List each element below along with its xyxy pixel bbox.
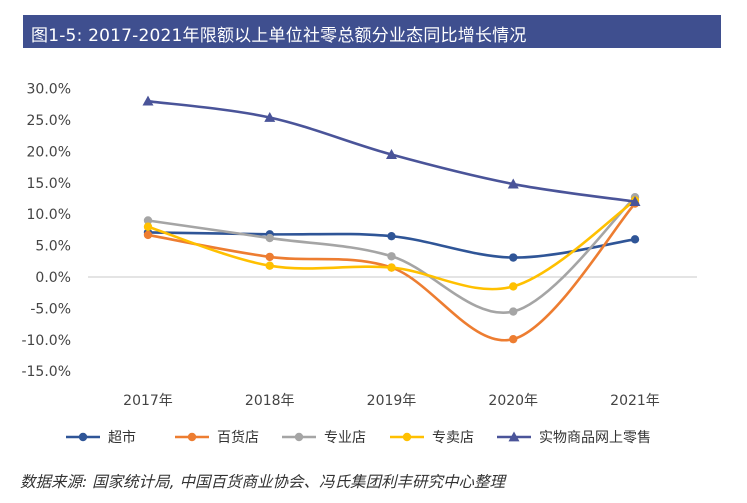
data-point: [143, 216, 153, 225]
legend-marker: [187, 432, 197, 442]
x-tick-label: 2017年: [123, 393, 173, 409]
x-tick-label: 2020年: [488, 393, 538, 409]
data-point: [386, 149, 397, 159]
y-tick-label: 15.0%: [27, 176, 71, 192]
x-tick-label: 2018年: [245, 393, 295, 409]
legend-marker: [294, 432, 304, 442]
data-point: [387, 263, 396, 272]
data-point: [265, 233, 274, 243]
data-point: [630, 235, 640, 244]
data-point: [507, 178, 519, 189]
legend-marker: [508, 431, 520, 442]
series-line-3: [146, 195, 637, 315]
y-tick-label: 5.0%: [35, 239, 71, 255]
data-point: [509, 253, 518, 262]
data-point: [264, 111, 276, 122]
legend-label: 实物商品网上零售: [539, 430, 651, 446]
data-point: [629, 196, 641, 207]
legend-label: 专卖店: [432, 430, 474, 446]
data-point: [387, 252, 396, 261]
legend-marker: [402, 432, 412, 442]
x-tick-label: 2019年: [367, 393, 417, 409]
chart-title: 图1-5: 2017-2021年限额以上单位社零总额分业态同比增长情况: [31, 26, 527, 46]
legend-label: 百货店: [217, 429, 259, 446]
y-tick-label: -10.0%: [21, 333, 71, 349]
data-point: [265, 252, 274, 262]
y-tick-label: -15.0%: [21, 364, 71, 380]
data-point: [509, 334, 518, 344]
legend-marker: [78, 432, 88, 442]
y-tick-label: 0.0%: [35, 270, 71, 286]
series-line-2: [146, 202, 637, 342]
data-point: [509, 282, 518, 291]
x-tick-label: 2021年: [610, 393, 660, 409]
y-tick-label: 10.0%: [27, 207, 71, 223]
legend-label: 专业店: [324, 430, 366, 446]
data-point: [143, 222, 153, 231]
data-source-note: 数据来源: 国家统计局, 中国百货商业协会、冯氏集团利丰研究中心整理: [20, 473, 506, 491]
data-point: [509, 307, 518, 316]
data-point: [142, 95, 154, 106]
series-line-4: [146, 199, 637, 291]
y-tick-label: 25.0%: [27, 113, 71, 129]
data-point: [387, 231, 396, 241]
legend-label: 超市: [108, 429, 136, 446]
data-point: [143, 230, 153, 240]
data-point: [265, 261, 274, 270]
y-tick-label: -5.0%: [30, 301, 71, 317]
chart-title-bar: 图1-5: 2017-2021年限额以上单位社零总额分业态同比增长情况: [23, 15, 721, 48]
y-tick-label: 30.0%: [27, 82, 71, 98]
y-tick-label: 20.0%: [27, 144, 71, 160]
